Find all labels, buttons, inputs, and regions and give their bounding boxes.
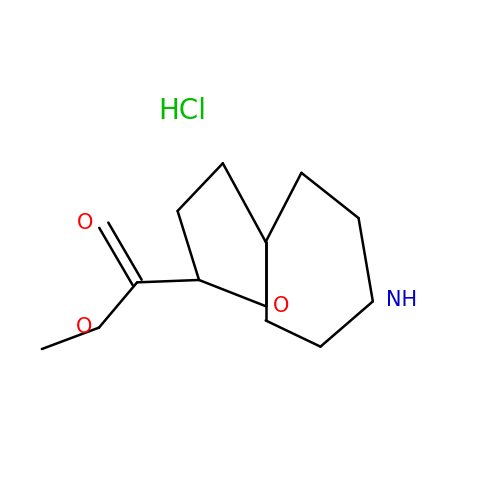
Text: O: O: [77, 213, 93, 233]
Text: O: O: [273, 296, 289, 316]
Text: NH: NH: [386, 290, 417, 310]
Text: HCl: HCl: [159, 97, 206, 125]
Text: O: O: [76, 317, 92, 337]
